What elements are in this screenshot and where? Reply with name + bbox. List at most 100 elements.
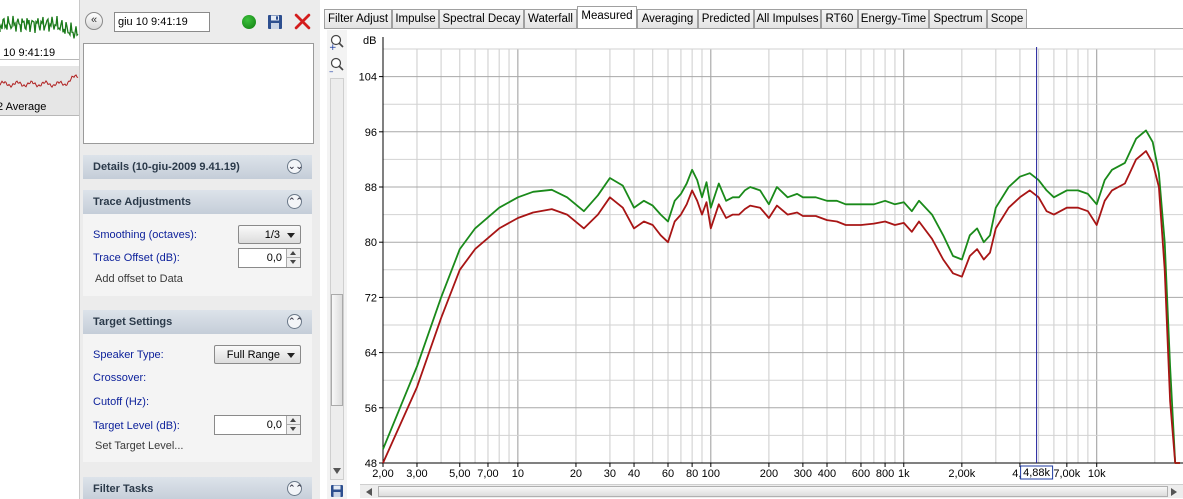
scroll-right-icon[interactable] [1169,487,1179,497]
y-tick-label: 56 [365,403,377,415]
target-settings-header[interactable]: Target Settings ⌃⌃ [83,310,312,334]
x-tick-label: 400 [818,468,836,480]
trace-offset-value: 0,0 [266,252,282,264]
tab-bar: Filter Adjust Impulse Spectral Decay Wat… [324,6,1183,29]
horizontal-scrollbar[interactable] [360,484,1183,498]
x-tick-label: 600 [852,468,870,480]
tab-rt60[interactable]: RT60 [821,9,858,29]
y-tick-label: 48 [365,458,377,470]
trace-offset-spinner[interactable]: 0,0 [238,248,301,268]
spinner-up-icon[interactable] [286,249,300,258]
tab-impulse[interactable]: Impulse [392,9,439,29]
tab-spectral-decay[interactable]: Spectral Decay [439,9,524,29]
speaker-type-value: Full Range [226,349,280,361]
scroll-down-icon[interactable] [331,466,343,476]
filter-tasks-header[interactable]: Filter Tasks ⌃⌃ [83,477,312,499]
tab-all-impulses[interactable]: All Impulses [754,9,821,29]
x-tick-label: 10k [1088,468,1106,480]
x-tick-label: 200 [760,468,778,480]
double-chevron-left-icon[interactable]: « [85,12,103,30]
notes-textarea[interactable] [83,43,314,144]
spinner-down-icon[interactable] [286,258,300,267]
smoothing-select[interactable]: 1/3 [238,225,301,244]
speaker-type-label: Speaker Type: [93,349,164,361]
scroll-left-icon[interactable] [364,487,374,497]
x-tick-label: 7,00k [1053,468,1080,480]
y-tick-label: 80 [365,237,377,249]
tab-averaging[interactable]: Averaging [637,9,698,29]
details-title: Details (10-giu-2009 9.41.19) [93,161,240,173]
x-tick-label: 300 [794,468,812,480]
tab-filter-adjust[interactable]: Filter Adjust [324,9,392,29]
target-settings-body: Speaker Type: Full Range Crossover: Cuto… [83,334,312,462]
target-level-label: Target Level (dB): [93,420,180,432]
chevron-up-icon[interactable]: ⌃⌃ [287,194,303,209]
x-tick-label: 7,00 [477,468,498,480]
chevron-up-icon[interactable]: ⌃⌃ [287,314,303,329]
measurement-list: u 10 9:41:19 2 Average [0,0,80,499]
speaker-type-select[interactable]: Full Range [214,345,301,364]
svg-text:–: – [329,67,334,77]
zoom-tools: + – [329,34,344,86]
target-settings-title: Target Settings [93,316,173,328]
x-tick-label: 1k [898,468,910,480]
crossover-label: Crossover: [93,372,147,384]
tab-divider [324,28,1183,29]
smoothing-value: 1/3 [264,229,280,241]
x-tick-label: 100 [702,468,720,480]
vertical-scrollbar[interactable] [330,78,344,480]
x-tick-label: 20 [570,468,582,480]
save-graph-icon[interactable] [330,484,344,498]
tab-scope[interactable]: Scope [987,9,1027,29]
chevron-down-icon [287,353,295,358]
save-icon[interactable] [267,14,283,30]
measurement-toolbar: « giu 10 9:41:19 [80,10,320,36]
y-tick-label: 104 [359,72,377,84]
tab-measured[interactable]: Measured [577,6,637,29]
measurement-label-2: 2 Average [0,101,47,113]
x-tick-label: 80 [686,468,698,480]
status-dot-icon[interactable] [242,15,256,29]
graph-traces [382,129,1180,464]
x-tick-label: 5,00 [449,468,470,480]
frequency-response-graph[interactable]: 48 56 64 72 80 88 96 104 dB 2,00 3,00 5,00 7,00 10 20 3… [347,29,1183,483]
filter-tasks-title: Filter Tasks [93,483,154,495]
measurement-name-field[interactable]: giu 10 9:41:19 [114,12,210,32]
target-level-spinner[interactable]: 0,0 [214,415,301,435]
details-header[interactable]: Details (10-giu-2009 9.41.19) ⌄⌄ [83,155,312,179]
graph-cursor[interactable]: 4,88k [1020,47,1054,480]
y-tick-label: 72 [365,292,377,304]
trace-adjustments-header[interactable]: Trace Adjustments ⌃⌃ [83,190,312,214]
tab-energy-time[interactable]: Energy-Time [858,9,929,29]
add-offset-link[interactable]: Add offset to Data [95,273,183,285]
chevron-down-icon[interactable]: ⌄⌄ [287,159,303,174]
cursor-readout-box [1020,465,1054,480]
horizontal-scroll-thumb[interactable] [378,486,1168,497]
tab-waterfall[interactable]: Waterfall [524,9,577,29]
vertical-scroll-thumb[interactable] [331,294,343,406]
zoom-in-icon[interactable]: + [329,34,344,54]
set-target-level-link[interactable]: Set Target Level... [95,440,184,452]
close-icon[interactable] [294,13,311,30]
graph-axes: 48 56 64 72 80 88 96 104 dB 2,00 3,00 5,00 7,00 10 20 3… [359,35,1183,480]
x-tick-label: 30 [604,468,616,480]
spinner-down-icon[interactable] [286,425,300,434]
trace-adjustments-title: Trace Adjustments [93,196,192,208]
measurement-thumbnail-2 [0,74,79,89]
measurement-item-2[interactable]: 2 Average [0,66,79,116]
y-axis-label: dB [363,35,376,47]
x-tick-label: 2,00 [372,468,393,480]
x-tick-label: 2,00k [948,468,975,480]
cursor-readout: 4,88k [1023,467,1050,479]
chevron-up-icon[interactable]: ⌃⌃ [287,481,303,496]
tab-spectrum[interactable]: Spectrum [929,9,987,29]
measurement-thumbnail-1 [0,15,79,39]
target-level-value: 0,0 [266,419,282,431]
cutoff-label: Cutoff (Hz): [93,396,150,408]
graph-grid [382,48,1183,464]
zoom-out-icon[interactable]: – [329,57,344,78]
measurement-item-1[interactable]: u 10 9:41:19 [0,10,79,60]
chevron-down-icon [287,233,295,238]
tab-predicted[interactable]: Predicted [698,9,754,29]
spinner-up-icon[interactable] [286,416,300,425]
